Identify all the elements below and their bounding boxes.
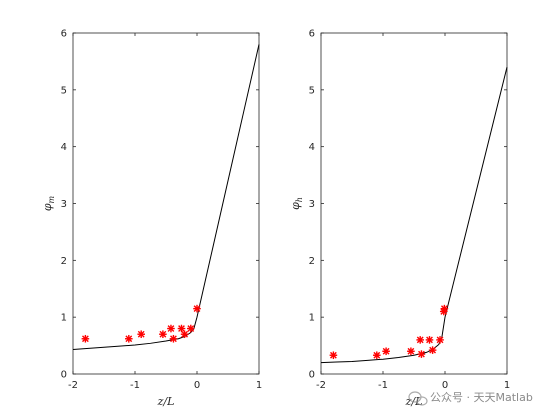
data-point-asterisk xyxy=(167,324,175,333)
marker-stroke xyxy=(170,335,177,343)
marker-stroke xyxy=(167,325,175,332)
data-point-asterisk xyxy=(373,351,381,360)
data-point-asterisk xyxy=(425,336,434,344)
marker-stroke xyxy=(125,335,133,343)
data-point-asterisk xyxy=(440,304,449,313)
y-tick-label: 2 xyxy=(61,256,67,267)
watermark: 公众号 · 天天Matlab xyxy=(408,391,533,406)
data-point-asterisk xyxy=(159,330,167,339)
y-tick-label: 3 xyxy=(309,199,315,210)
series-line xyxy=(320,66,508,364)
wechat-icon-bubble xyxy=(416,396,428,406)
marker-stroke xyxy=(416,336,424,344)
marker-stroke xyxy=(330,351,337,359)
marker-stroke xyxy=(436,336,444,344)
data-point-asterisk xyxy=(137,330,145,339)
x-tick-label: -1 xyxy=(130,380,140,391)
x-tick-label: -2 xyxy=(316,380,326,391)
y-tick-label: 6 xyxy=(61,29,67,40)
y-tick-label: 1 xyxy=(61,313,67,324)
y-tick-label: 3 xyxy=(61,199,67,210)
marker-stroke xyxy=(407,347,415,355)
marker-stroke xyxy=(429,346,436,354)
y-tick-label: 6 xyxy=(309,29,315,40)
y-axis-label: φh xyxy=(289,197,304,210)
subplot-1: -2 -1 0 1 0 1 2 3 4 5 6 z/L φm xyxy=(41,29,262,409)
axes-box xyxy=(72,32,260,375)
data-point-asterisk xyxy=(193,304,201,313)
marker-stroke xyxy=(159,330,167,338)
series-line xyxy=(72,44,260,351)
marker-stroke xyxy=(181,330,188,338)
marker-stroke xyxy=(137,330,145,338)
y-tick-label: 4 xyxy=(309,142,315,153)
data-point-asterisk xyxy=(329,351,338,360)
y-tick-label: 0 xyxy=(309,370,315,381)
marker-stroke xyxy=(178,325,185,332)
marker-stroke xyxy=(193,305,201,313)
data-point-asterisk xyxy=(177,324,186,333)
marker-stroke xyxy=(187,325,195,332)
y-tick-label: 5 xyxy=(309,85,315,96)
data-point-asterisk xyxy=(428,346,437,354)
x-axis-label: z/L xyxy=(157,395,175,408)
watermark-text: 公众号 · 天天Matlab xyxy=(430,391,533,404)
marker-stroke xyxy=(373,351,381,359)
x-tick-label: -1 xyxy=(378,380,388,391)
y-tick-label: 4 xyxy=(61,142,67,153)
data-point-asterisk xyxy=(436,336,444,344)
y-tick-label: 0 xyxy=(61,370,67,381)
y-axis-label: φm xyxy=(41,195,56,211)
data-point-asterisk xyxy=(417,350,426,358)
x-tick-label: -2 xyxy=(68,380,78,391)
data-point-asterisk xyxy=(416,336,424,344)
axes-box xyxy=(320,32,508,375)
marker-stroke xyxy=(418,350,425,358)
y-tick-label: 2 xyxy=(309,256,315,267)
marker-stroke xyxy=(426,336,433,344)
x-tick-label: 0 xyxy=(442,380,448,391)
wechat-icon xyxy=(408,391,428,406)
data-point-asterisk xyxy=(169,334,178,343)
x-tick-label: 0 xyxy=(194,380,200,391)
x-tick-label: 1 xyxy=(256,380,262,391)
data-point-asterisk xyxy=(407,347,415,356)
data-point-asterisk xyxy=(382,347,390,356)
marker-stroke xyxy=(82,335,89,343)
marker-stroke xyxy=(382,347,390,355)
y-tick-label: 5 xyxy=(61,85,67,96)
data-point-asterisk xyxy=(125,334,133,343)
y-tick-label: 1 xyxy=(309,313,315,324)
data-point-asterisk xyxy=(180,330,189,339)
x-tick-label: 1 xyxy=(504,380,510,391)
marker-stroke xyxy=(440,305,448,313)
data-point-asterisk xyxy=(81,334,90,343)
data-point-asterisk xyxy=(187,324,195,333)
